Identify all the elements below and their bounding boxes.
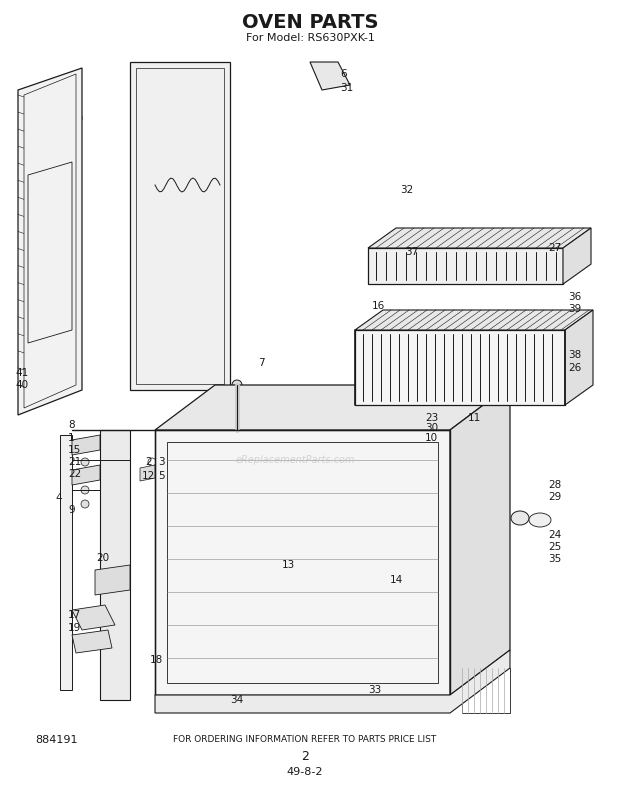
Text: 5: 5 [158,471,165,481]
Text: eReplacementParts.com: eReplacementParts.com [235,455,355,465]
Text: 12: 12 [142,471,155,481]
Polygon shape [355,310,593,330]
Text: 7: 7 [258,358,265,368]
Text: 3: 3 [158,457,165,467]
Polygon shape [72,605,115,630]
Circle shape [274,434,286,446]
Text: 49-8-2: 49-8-2 [286,767,323,777]
Polygon shape [140,465,155,481]
Circle shape [81,458,89,466]
Text: 38: 38 [568,350,582,360]
Polygon shape [368,248,563,284]
Text: 39: 39 [568,304,582,314]
Text: 29: 29 [548,492,561,502]
Polygon shape [95,565,130,595]
Text: OVEN PARTS: OVEN PARTS [242,13,378,32]
Text: 6: 6 [340,69,347,79]
Text: 22: 22 [68,469,81,479]
Polygon shape [155,385,510,430]
Ellipse shape [529,513,551,527]
Text: 26: 26 [568,363,582,373]
Text: 4: 4 [55,493,61,503]
Text: 37: 37 [405,247,418,257]
Text: 32: 32 [400,185,414,195]
Polygon shape [565,310,593,405]
Text: 36: 36 [568,292,582,302]
Circle shape [81,500,89,508]
Text: 9: 9 [68,505,74,515]
Circle shape [81,486,89,494]
Text: 33: 33 [368,685,381,695]
Polygon shape [155,650,510,713]
Text: 884191: 884191 [35,735,78,745]
Polygon shape [100,430,130,700]
Text: 40: 40 [15,380,28,390]
Text: 35: 35 [548,554,561,564]
Circle shape [232,380,242,390]
Polygon shape [60,435,72,690]
Text: 25: 25 [548,542,561,552]
Text: FOR ORDERING INFORMATION REFER TO PARTS PRICE LIST: FOR ORDERING INFORMATION REFER TO PARTS … [174,735,436,744]
Text: 24: 24 [548,530,561,540]
Polygon shape [18,68,82,415]
Polygon shape [450,385,510,695]
Text: 8: 8 [68,420,74,430]
Text: 13: 13 [282,560,295,570]
Ellipse shape [511,511,529,525]
Text: 30: 30 [425,423,438,433]
Circle shape [81,444,89,452]
Polygon shape [563,228,591,284]
Bar [462,668,510,713]
Text: 15: 15 [68,445,81,455]
Text: 18: 18 [150,655,163,665]
Polygon shape [155,430,450,695]
Bar [148,270,224,286]
Text: For Model: RS630PXK-1: For Model: RS630PXK-1 [246,33,374,43]
Bar [155,75,210,93]
Text: 27: 27 [548,243,561,253]
Polygon shape [130,62,230,390]
Text: 14: 14 [390,575,403,585]
Text: 2: 2 [301,750,309,762]
Text: 19: 19 [68,623,81,633]
Ellipse shape [481,511,499,529]
Text: 31: 31 [340,83,353,93]
Polygon shape [72,630,112,653]
Text: 2: 2 [145,457,152,467]
Text: 10: 10 [425,433,438,443]
Text: 1: 1 [68,433,74,443]
Polygon shape [72,435,100,455]
Text: 34: 34 [230,695,243,705]
Polygon shape [355,330,565,405]
Circle shape [81,472,89,480]
Text: 41: 41 [15,368,29,378]
Circle shape [280,440,286,446]
Ellipse shape [475,505,505,535]
Text: 28: 28 [548,480,561,490]
Polygon shape [310,62,350,90]
Text: 21: 21 [68,457,81,467]
Text: 17: 17 [68,610,81,620]
Text: 11: 11 [468,413,481,423]
Text: 16: 16 [372,301,385,311]
Text: 20: 20 [96,553,109,563]
Polygon shape [72,465,100,485]
Polygon shape [368,228,591,248]
Text: 23: 23 [425,413,438,423]
